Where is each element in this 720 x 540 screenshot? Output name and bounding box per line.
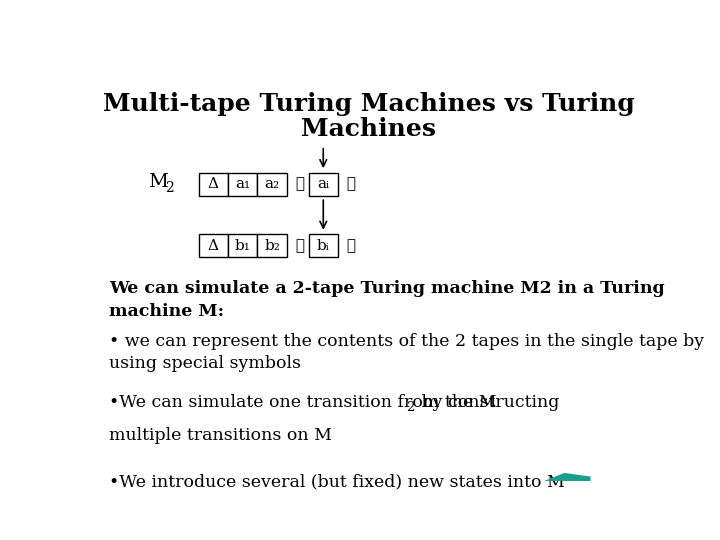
Bar [309, 173, 338, 195]
Text: • we can represent the contents of the 2 tapes in the single tape by
using speci: • we can represent the contents of the 2… [109, 333, 704, 372]
Text: ⋯: ⋯ [291, 239, 305, 253]
Text: a₂: a₂ [264, 177, 279, 191]
Text: M: M [148, 173, 168, 191]
Text: Multi-tape Turing Machines vs Turing: Multi-tape Turing Machines vs Turing [103, 92, 635, 116]
Text: bᵢ: bᵢ [317, 239, 330, 253]
Text: ⋯: ⋯ [291, 177, 305, 191]
Bar [258, 234, 287, 257]
Text: We can simulate a 2-tape Turing machine M2 in a Turing
machine M:: We can simulate a 2-tape Turing machine … [109, 280, 665, 320]
Text: ⋯: ⋯ [342, 177, 356, 191]
Bar [199, 234, 228, 257]
Text: •We can simulate one transition from the M: •We can simulate one transition from the… [109, 394, 497, 411]
Text: aᵢ: aᵢ [318, 177, 329, 191]
Bar [258, 173, 287, 195]
Text: b₂: b₂ [264, 239, 280, 253]
Polygon shape [544, 474, 590, 491]
Text: •We introduce several (but fixed) new states into M: •We introduce several (but fixed) new st… [109, 473, 565, 490]
Bar [309, 234, 338, 257]
Text: by constructing: by constructing [416, 394, 559, 411]
Bar [228, 173, 258, 195]
Text: 2: 2 [406, 401, 415, 414]
Bar [199, 173, 228, 195]
Text: ⋯: ⋯ [342, 239, 356, 253]
Text: a₁: a₁ [235, 177, 251, 191]
Text: Δ: Δ [208, 239, 219, 253]
Text: 2: 2 [165, 181, 174, 195]
Text: b₁: b₁ [235, 239, 251, 253]
Bar [228, 234, 258, 257]
Text: Machines: Machines [302, 117, 436, 141]
Text: multiple transitions on M: multiple transitions on M [109, 427, 333, 444]
Text: Δ: Δ [208, 177, 219, 191]
